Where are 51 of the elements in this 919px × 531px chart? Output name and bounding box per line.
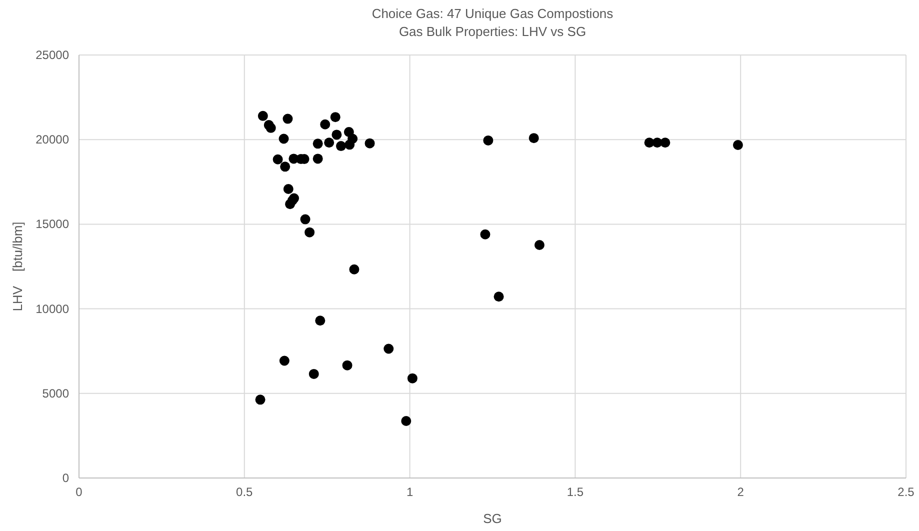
x-tick-label: 0.5 <box>236 485 254 499</box>
point <box>324 138 334 148</box>
point <box>660 138 670 148</box>
chart-title: Choice Gas: 47 Unique Gas Compostions <box>372 6 614 21</box>
y-axis-title: LHV [btu/lbm] <box>10 222 25 312</box>
point <box>342 360 352 370</box>
point <box>401 416 412 426</box>
point <box>384 344 394 354</box>
y-tick-label: 5000 <box>42 386 70 400</box>
chart-subtitle: Gas Bulk Properties: LHV vs SG <box>398 24 586 39</box>
point <box>300 214 310 224</box>
point <box>483 135 494 146</box>
point <box>312 154 323 164</box>
point <box>494 292 504 302</box>
point <box>480 229 490 240</box>
x-tick-label: 1 <box>406 485 414 499</box>
point <box>278 134 289 144</box>
point <box>336 141 346 152</box>
x-tick-label: 2.5 <box>898 485 915 499</box>
point <box>344 140 355 150</box>
point <box>320 119 330 130</box>
point <box>312 138 323 149</box>
y-tick-label: 10000 <box>36 302 70 316</box>
point <box>330 112 340 122</box>
point <box>287 196 298 206</box>
point <box>534 240 544 250</box>
point <box>272 154 283 164</box>
y-tick-label: 25000 <box>36 48 70 62</box>
point <box>279 356 290 366</box>
y-tick-label: 15000 <box>36 217 70 232</box>
x-tick-label: 1.5 <box>566 485 584 499</box>
point <box>349 264 360 274</box>
x-tick-label: 2 <box>737 485 744 499</box>
point <box>255 394 266 405</box>
point <box>282 114 293 124</box>
point <box>308 368 319 379</box>
y-tick-label: 20000 <box>36 132 70 147</box>
point <box>280 162 290 172</box>
point <box>528 133 539 144</box>
x-axis-title: SG <box>483 511 502 526</box>
point <box>315 316 326 326</box>
y-tick-label: 0 <box>62 471 70 485</box>
point <box>332 130 342 140</box>
point <box>283 184 294 194</box>
x-tick-label: 0 <box>76 485 83 499</box>
point <box>304 227 315 238</box>
point <box>407 373 418 384</box>
point <box>266 122 276 133</box>
point <box>732 140 743 150</box>
point <box>364 138 375 148</box>
point <box>258 110 268 121</box>
